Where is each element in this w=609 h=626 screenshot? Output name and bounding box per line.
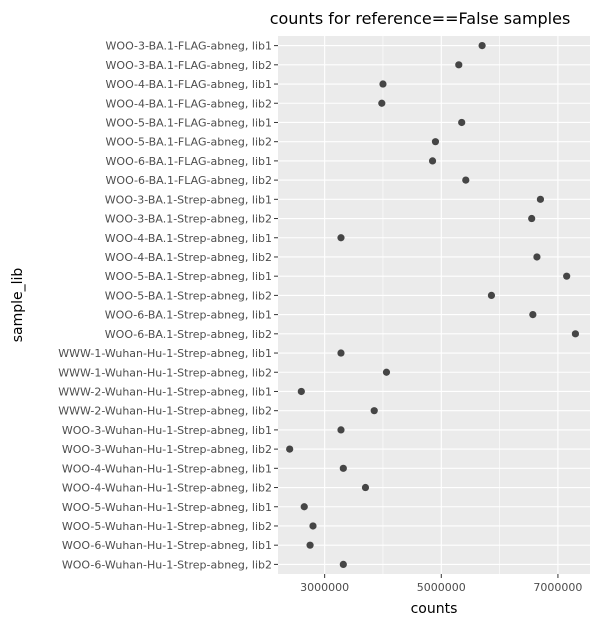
- y-tick-label: WOO-6-BA.1-Strep-abneg, lib2: [105, 328, 272, 341]
- y-tick-label: WOO-3-BA.1-Strep-abneg, lib2: [105, 213, 272, 226]
- data-point: [297, 387, 305, 396]
- y-axis-ticks: WOO-3-BA.1-FLAG-abneg, lib1 WOO-3-BA.1-FL…: [58, 40, 278, 571]
- y-tick-label: WOO-4-BA.1-Strep-abneg, lib2: [105, 251, 272, 264]
- data-point: [533, 253, 541, 261]
- y-tick-label: WOO-5-Wuhan-Hu-1-Strep-abneg, lib2: [62, 520, 272, 533]
- y-tick-label: WOO-4-BA.1-Strep-abneg, lib1: [105, 232, 272, 245]
- data-point: [455, 61, 463, 69]
- data-point: [563, 272, 571, 280]
- data-point: [337, 349, 345, 357]
- data-point: [339, 560, 347, 568]
- x-axis-ticks: 3000000 5000000 7000000: [300, 574, 582, 594]
- y-tick-label: WOO-5-BA.1-FLAG-abneg, lib2: [106, 136, 272, 149]
- data-point: [379, 80, 387, 88]
- data-point: [458, 118, 466, 127]
- data-point: [487, 291, 496, 299]
- data-point: [337, 234, 345, 242]
- data-point: [378, 99, 386, 107]
- data-points: [286, 42, 580, 568]
- data-point: [306, 541, 314, 549]
- chart-title: counts for reference==False samples: [270, 9, 571, 28]
- data-point: [361, 483, 370, 492]
- data-point: [462, 176, 470, 184]
- x-tick-label: 5000000: [417, 581, 466, 594]
- y-tick-label: WOO-5-BA.1-Strep-abneg, lib2: [105, 289, 272, 302]
- y-tick-label: WOO-6-Wuhan-Hu-1-Strep-abneg, lib1: [62, 539, 272, 552]
- data-point: [571, 330, 580, 338]
- data-point: [337, 426, 345, 434]
- data-point: [286, 445, 294, 453]
- y-tick-label: WOO-5-BA.1-Strep-abneg, lib1: [105, 270, 272, 283]
- y-tick-label: WOO-4-BA.1-FLAG-abneg, lib1: [106, 78, 272, 91]
- y-tick-label: WOO-3-Wuhan-Hu-1-Strep-abneg, lib1: [62, 424, 272, 437]
- y-tick-label: WOO-5-BA.1-FLAG-abneg, lib1: [106, 116, 272, 129]
- data-point: [431, 138, 440, 146]
- y-tick-label: WWW-1-Wuhan-Hu-1-Strep-abneg, lib1: [58, 347, 272, 360]
- x-axis-title: counts: [411, 601, 458, 617]
- y-tick-label: WOO-5-Wuhan-Hu-1-Strep-abneg, lib1: [62, 501, 272, 514]
- data-point: [428, 157, 437, 165]
- data-point: [478, 42, 486, 50]
- grid-minor: [382, 36, 500, 574]
- y-tick-label: WOO-6-BA.1-Strep-abneg, lib1: [105, 309, 272, 322]
- y-tick-label: WOO-6-BA.1-FLAG-abneg, lib2: [106, 174, 272, 187]
- y-tick-label: WOO-3-BA.1-FLAG-abneg, lib1: [106, 40, 272, 53]
- y-tick-label: WOO-6-Wuhan-Hu-1-Strep-abneg, lib2: [62, 558, 272, 571]
- y-tick-label: WOO-3-Wuhan-Hu-1-Strep-abneg, lib2: [62, 443, 272, 456]
- y-axis-title: sample_lib: [10, 268, 26, 343]
- y-tick-label: WOO-4-Wuhan-Hu-1-Strep-abneg, lib2: [62, 482, 272, 495]
- y-tick-label: WOO-4-Wuhan-Hu-1-Strep-abneg, lib1: [62, 462, 272, 475]
- x-tick-label: 3000000: [300, 581, 349, 594]
- data-point: [309, 522, 317, 530]
- y-tick-label: WOO-3-BA.1-FLAG-abneg, lib2: [106, 59, 272, 72]
- data-point: [339, 464, 347, 472]
- y-tick-label: WOO-3-BA.1-Strep-abneg, lib1: [105, 193, 272, 206]
- y-tick-label: WWW-1-Wuhan-Hu-1-Strep-abneg, lib2: [58, 366, 272, 379]
- y-tick-label: WOO-6-BA.1-FLAG-abneg, lib1: [106, 155, 272, 168]
- y-tick-label: WWW-2-Wuhan-Hu-1-Strep-abneg, lib2: [58, 405, 272, 418]
- data-point: [529, 311, 537, 319]
- data-point: [536, 195, 545, 203]
- data-point: [528, 214, 536, 223]
- data-point: [300, 503, 308, 511]
- y-tick-label: WOO-4-BA.1-FLAG-abneg, lib2: [106, 97, 272, 110]
- plot-panel: [278, 36, 590, 574]
- y-tick-label: WWW-2-Wuhan-Hu-1-Strep-abneg, lib1: [58, 385, 272, 398]
- data-point: [370, 407, 378, 415]
- data-point: [382, 368, 391, 376]
- x-tick-label: 7000000: [533, 581, 582, 594]
